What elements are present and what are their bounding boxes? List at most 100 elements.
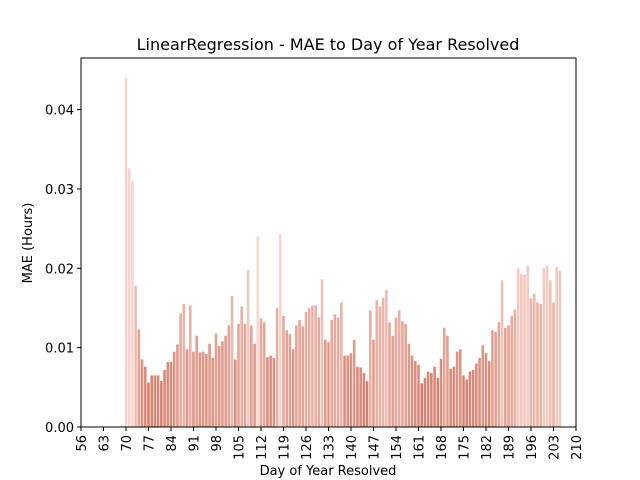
bar — [182, 304, 186, 427]
bar — [426, 371, 430, 427]
bar — [513, 309, 517, 427]
bar — [166, 361, 170, 427]
bar — [266, 357, 269, 427]
bar — [459, 349, 462, 427]
x-tick-label: 98 — [210, 435, 225, 452]
bar — [362, 373, 366, 427]
bar — [523, 274, 526, 427]
y-tick-label: 0.02 — [45, 262, 74, 277]
bar — [401, 321, 404, 427]
x-tick-label: 133 — [323, 435, 338, 460]
bar — [343, 355, 346, 427]
y-tick-label: 0.00 — [45, 421, 74, 436]
bar — [144, 366, 147, 427]
bar — [189, 305, 192, 427]
bar — [246, 269, 250, 427]
x-tick-label: 140 — [345, 435, 360, 460]
bar — [471, 369, 475, 427]
bar — [176, 344, 179, 427]
bar — [504, 327, 507, 427]
bar — [500, 280, 504, 427]
x-tick-label: 91 — [188, 435, 203, 452]
bar — [279, 234, 282, 427]
bar — [320, 279, 324, 427]
bar — [227, 325, 231, 427]
x-tick-label: 147 — [368, 435, 383, 460]
bar — [417, 365, 420, 427]
bar — [282, 315, 285, 427]
chart-title: LinearRegression - MAE to Day of Year Re… — [137, 35, 520, 54]
bar — [510, 315, 513, 427]
bar — [478, 357, 481, 427]
bar — [147, 382, 150, 427]
bar — [179, 313, 182, 427]
bar — [234, 359, 237, 427]
bar — [394, 317, 398, 427]
bar — [520, 273, 523, 427]
bar — [468, 371, 472, 427]
bar — [259, 318, 263, 427]
bar — [558, 270, 562, 427]
x-tick-label: 182 — [480, 435, 495, 460]
bar — [327, 342, 330, 427]
bar — [311, 305, 314, 427]
y-axis-label: MAE (Hours) — [21, 203, 36, 284]
bar — [298, 319, 301, 427]
bar — [487, 361, 491, 427]
bar — [410, 355, 414, 427]
bar — [365, 380, 369, 427]
bar — [124, 77, 128, 427]
bar — [436, 377, 440, 427]
bar — [465, 379, 468, 427]
bar — [137, 329, 141, 427]
bar — [484, 353, 488, 427]
bar — [150, 375, 153, 427]
bar — [211, 357, 215, 427]
bar — [288, 334, 292, 427]
bar — [442, 327, 446, 427]
bar — [217, 346, 221, 427]
bar — [324, 339, 327, 427]
x-tick-label: 210 — [570, 435, 585, 460]
bar — [529, 298, 533, 427]
bar — [378, 306, 382, 427]
x-tick-label: 63 — [98, 435, 113, 452]
bar — [536, 302, 539, 427]
bar — [301, 326, 305, 427]
bar — [420, 383, 423, 427]
x-tick-label: 189 — [503, 435, 518, 460]
bar — [497, 322, 501, 427]
bar — [240, 306, 243, 427]
x-tick-label: 70 — [120, 435, 135, 452]
bar — [439, 358, 443, 427]
bar — [195, 335, 198, 427]
bar — [336, 317, 340, 427]
bar — [269, 355, 272, 427]
bar — [516, 268, 520, 427]
bar — [340, 302, 343, 427]
bar — [455, 351, 459, 427]
bar — [407, 343, 411, 427]
bar — [475, 363, 478, 427]
bar — [452, 366, 456, 427]
x-tick-label: 126 — [300, 435, 315, 460]
bar — [140, 359, 144, 427]
y-tick-label: 0.03 — [45, 183, 74, 198]
x-tick-label: 196 — [525, 435, 540, 460]
bar — [253, 343, 256, 427]
bar — [549, 280, 552, 427]
bar — [494, 331, 497, 427]
bar — [291, 349, 295, 427]
bar — [192, 351, 195, 427]
x-tick-label: 168 — [435, 435, 450, 460]
bar — [423, 377, 427, 427]
bar — [153, 375, 157, 427]
bar — [237, 323, 240, 427]
bar — [414, 361, 417, 427]
x-tick-label: 56 — [75, 435, 90, 452]
bar — [134, 285, 137, 427]
x-tick-label: 161 — [413, 435, 428, 460]
bar — [307, 307, 311, 427]
bar — [205, 353, 208, 427]
bar — [404, 323, 407, 427]
